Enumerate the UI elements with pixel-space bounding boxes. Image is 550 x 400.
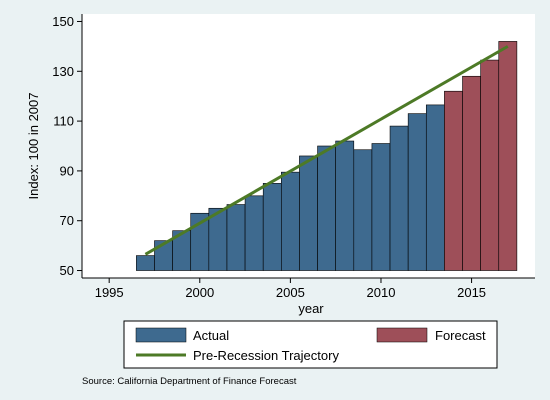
bar-actual-2005 xyxy=(281,171,300,271)
bar-actual-2002 xyxy=(226,204,246,271)
bar-forecast-2014 xyxy=(444,90,463,271)
bar-actual-1997 xyxy=(136,255,155,271)
legend-label-actual: Actual xyxy=(193,328,229,343)
legend-swatch-actual xyxy=(135,327,187,343)
bar-actual-2010 xyxy=(371,143,391,271)
bar-actual-2006 xyxy=(299,155,318,271)
x-tick-label: 2015 xyxy=(457,285,486,300)
bar-actual-2009 xyxy=(353,149,373,271)
x-tick-label: 2010 xyxy=(367,285,396,300)
x-axis: 1995 2000 2005 2010 2015 xyxy=(82,277,535,300)
y-tick-label: 90 xyxy=(60,163,74,178)
source-note: Source: California Department of Finance… xyxy=(82,376,297,387)
x-axis-title: year xyxy=(298,301,324,316)
legend-label-trend: Pre-Recession Trajectory xyxy=(193,348,339,363)
x-tick-label: 2000 xyxy=(185,285,214,300)
bar-actual-2013 xyxy=(425,104,445,271)
bar-actual-2012 xyxy=(407,113,427,271)
y-tick-label: 50 xyxy=(60,263,74,278)
y-tick-label: 110 xyxy=(53,114,74,129)
bar-actual-2003 xyxy=(244,195,264,271)
y-axis: 50 70 90 110 130 150 xyxy=(52,14,83,278)
bar-forecast-2016 xyxy=(480,59,500,271)
bar-forecast-2015 xyxy=(462,75,481,271)
bar-forecast-2017 xyxy=(498,41,518,271)
y-tick-label: 130 xyxy=(52,64,74,79)
trend-line xyxy=(144,45,509,256)
x-tick-label: 1995 xyxy=(95,285,124,300)
legend-swatch-forecast xyxy=(376,327,428,343)
bar-actual-2007 xyxy=(317,145,336,271)
legend: Actual Forecast Pre-Recession Trajectory xyxy=(123,320,498,369)
bar-actual-2008 xyxy=(335,140,355,271)
x-tick-label: 2005 xyxy=(276,285,305,300)
bars-layer xyxy=(136,41,518,271)
bar-actual-2011 xyxy=(389,125,409,271)
y-axis-title: Index: 100 in 2007 xyxy=(26,93,41,200)
legend-label-forecast: Forecast xyxy=(435,328,486,343)
y-tick-label: 70 xyxy=(60,213,74,228)
y-tick-label: 150 xyxy=(52,14,74,29)
bar-actual-2004 xyxy=(262,183,282,271)
trend-layer xyxy=(144,45,509,256)
legend-box xyxy=(123,320,498,369)
